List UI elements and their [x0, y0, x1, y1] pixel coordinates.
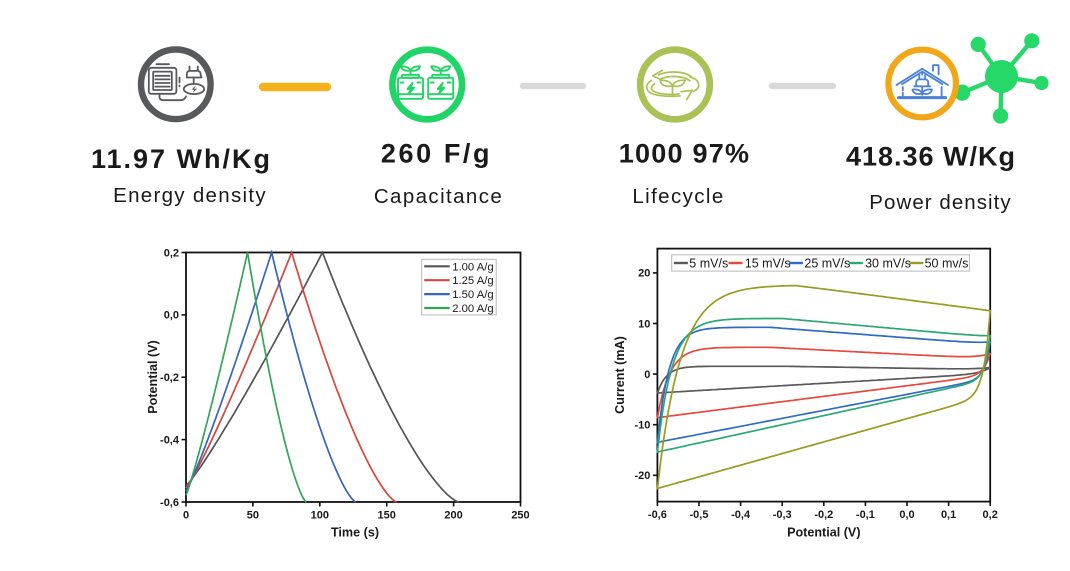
- svg-text:Time (s): Time (s): [331, 526, 379, 540]
- svg-text:0,1: 0,1: [941, 509, 956, 521]
- svg-text:-20: -20: [634, 470, 650, 482]
- svg-text:260 F/g: 260 F/g: [381, 139, 492, 169]
- svg-text:15 mV/s: 15 mV/s: [745, 256, 791, 270]
- svg-text:50 mv/s: 50 mv/s: [925, 256, 969, 270]
- svg-text:-0,4: -0,4: [731, 509, 751, 521]
- svg-text:Lifecycle: Lifecycle: [632, 185, 724, 208]
- svg-text:0,2: 0,2: [983, 509, 998, 521]
- svg-text:-0,3: -0,3: [773, 509, 792, 521]
- svg-text:200: 200: [444, 510, 462, 522]
- svg-text:Potential (V): Potential (V): [146, 340, 160, 413]
- svg-text:-0,6: -0,6: [648, 509, 667, 521]
- svg-text:1000 97%: 1000 97%: [619, 139, 751, 169]
- svg-text:1.50 A/g: 1.50 A/g: [452, 289, 493, 301]
- svg-text:-0,6: -0,6: [160, 497, 179, 509]
- svg-text:5 mV/s: 5 mV/s: [689, 256, 728, 270]
- svg-text:11.97 Wh/Kg: 11.97 Wh/Kg: [91, 144, 272, 174]
- svg-text:10: 10: [638, 318, 650, 330]
- svg-text:50: 50: [247, 510, 259, 522]
- svg-text:-0,1: -0,1: [856, 509, 875, 521]
- svg-text:1.00 A/g: 1.00 A/g: [452, 261, 493, 273]
- svg-text:30 mV/s: 30 mV/s: [865, 256, 911, 270]
- svg-text:0: 0: [644, 369, 650, 381]
- svg-text:25 mV/s: 25 mV/s: [804, 256, 850, 270]
- svg-text:Potential (V): Potential (V): [787, 526, 860, 540]
- svg-text:100: 100: [311, 510, 329, 522]
- svg-text:0: 0: [183, 510, 189, 522]
- svg-text:-10: -10: [634, 420, 650, 432]
- svg-text:-0,2: -0,2: [814, 509, 833, 521]
- svg-text:-0,2: -0,2: [160, 372, 179, 384]
- svg-text:Energy density: Energy density: [113, 184, 267, 207]
- svg-text:20: 20: [638, 268, 650, 280]
- svg-text:250: 250: [511, 510, 529, 522]
- svg-text:0,2: 0,2: [164, 247, 179, 259]
- svg-text:Current (mA): Current (mA): [613, 336, 627, 414]
- svg-text:0,0: 0,0: [899, 509, 914, 521]
- svg-text:0,0: 0,0: [164, 310, 179, 322]
- svg-text:Power density: Power density: [869, 191, 1011, 214]
- svg-text:-0,5: -0,5: [690, 509, 709, 521]
- svg-text:Capacitance: Capacitance: [374, 185, 503, 208]
- svg-text:-0,4: -0,4: [160, 434, 180, 446]
- svg-text:2.00 A/g: 2.00 A/g: [452, 303, 493, 315]
- svg-text:418.36 W/Kg: 418.36 W/Kg: [846, 142, 1016, 172]
- svg-text:1.25 A/g: 1.25 A/g: [452, 275, 493, 287]
- svg-text:150: 150: [378, 510, 396, 522]
